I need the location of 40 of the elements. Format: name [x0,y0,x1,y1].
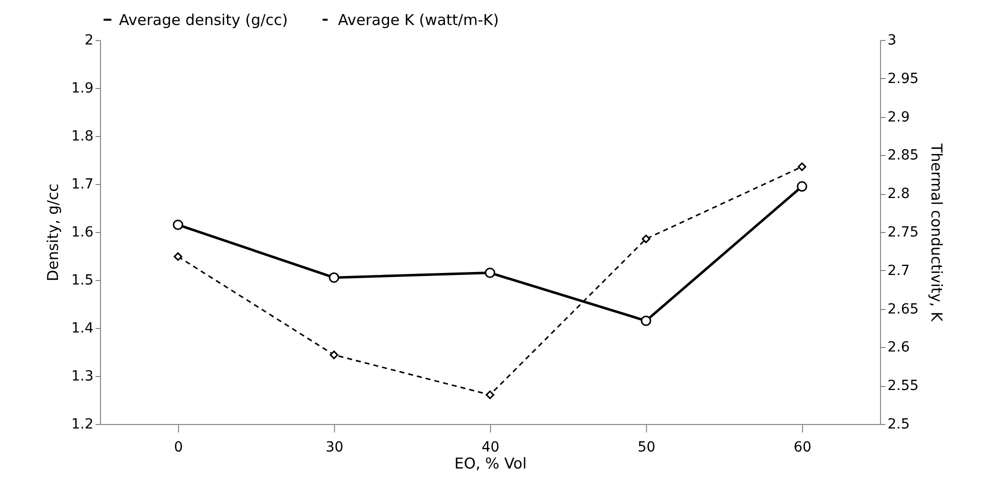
point [798,162,806,172]
y2-tick-label: 2.85 [888,148,919,164]
point [486,390,494,400]
point [640,316,652,326]
y2-tick-label: 2.7 [888,262,910,279]
x-axis-title: EO, % Vol [454,454,527,472]
point [642,234,650,244]
y-tick-label: 1.4 [71,320,94,336]
x-tick-label: 30 [326,440,344,456]
point [328,272,340,283]
y2-tick-label: 2.75 [888,224,919,240]
point [796,181,808,192]
y2-tick-label: 2.55 [888,378,919,394]
point [330,350,338,360]
y-tick-label: 1.2 [71,416,94,432]
x-tick-label: 60 [794,440,812,456]
x-tick-label: 50 [638,440,656,456]
y-tick-label: 1.7 [71,176,94,192]
y2-tick-label: 2.6 [888,340,910,356]
x-tick-label: 0 [174,440,183,456]
point [172,220,184,230]
y2-tick-label: 2.9 [888,109,910,126]
point [484,268,496,278]
y-tick-label: 1.8 [71,128,94,144]
y2-tick-label: 2.65 [888,301,919,318]
y2-axis-title: Thermal conductivity, K [928,142,946,323]
y2-tick-label: 3 [888,32,896,48]
y-axis-title: Density, g/cc [44,184,62,282]
y-tick-label: 2 [84,32,94,48]
y2-tick-label: 2.95 [888,70,919,87]
y-tick-label: 1.5 [71,272,94,288]
legend-label: Average K (watt/m-K) [338,10,499,29]
y2-tick-label: 2.8 [888,186,910,202]
legend-label: Average density (g/cc) [119,10,288,29]
x-tick-label: 40 [482,440,500,456]
y-tick-label: 1.3 [71,368,94,384]
y2-tick-label: 2.5 [888,416,910,432]
y-tick-label: 1.9 [71,80,94,96]
y-tick-label: 1.6 [71,224,94,240]
point [174,252,182,261]
